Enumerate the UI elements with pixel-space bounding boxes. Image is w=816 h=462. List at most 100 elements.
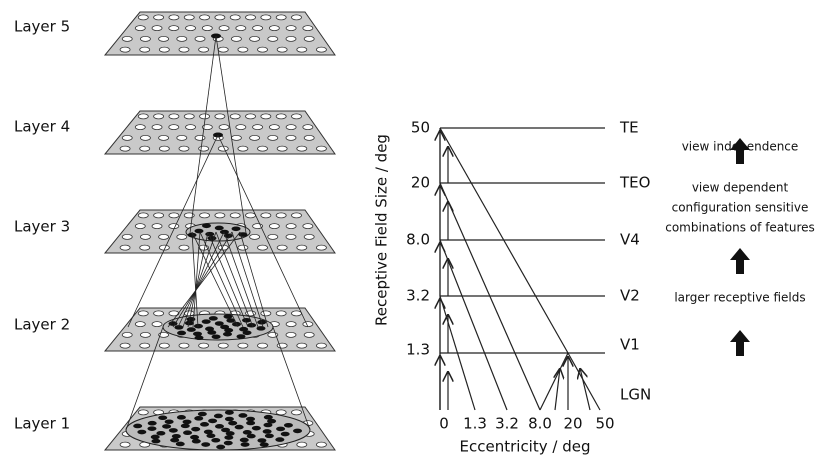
- active-unit: [225, 431, 235, 436]
- unit: [303, 35, 315, 42]
- unit: [291, 113, 302, 120]
- arrow: [580, 368, 591, 411]
- y-label: 3.2: [406, 287, 430, 305]
- connection: [191, 231, 239, 328]
- unit: [316, 244, 327, 251]
- unit: [231, 35, 242, 42]
- active-unit: [239, 326, 249, 332]
- connection: [217, 134, 309, 328]
- unit: [276, 46, 288, 53]
- annotation: view dependent: [692, 181, 789, 195]
- y-label: 50: [411, 119, 430, 137]
- active-unit: [280, 431, 290, 437]
- unit: [229, 113, 241, 120]
- active-unit: [208, 418, 218, 424]
- connection: [215, 35, 247, 234]
- active-unit: [236, 334, 246, 339]
- unit: [249, 35, 261, 42]
- unit: [151, 124, 163, 131]
- active-unit: [156, 430, 166, 436]
- unit: [139, 145, 151, 152]
- unit: [231, 134, 242, 141]
- connection: [177, 231, 225, 328]
- area-label: TEO: [619, 174, 650, 192]
- active-unit: [203, 429, 213, 435]
- unit: [218, 124, 230, 131]
- unit: [285, 124, 297, 131]
- unit: [158, 35, 170, 42]
- unit: [257, 145, 268, 152]
- unit: [178, 342, 190, 349]
- unit: [237, 342, 249, 349]
- unit: [245, 212, 256, 219]
- active-unit: [226, 318, 236, 323]
- active-unit: [193, 323, 203, 329]
- active-unit: [182, 419, 192, 425]
- unit: [168, 124, 180, 131]
- y-label: 20: [411, 174, 430, 192]
- unit: [134, 223, 146, 230]
- unit: [229, 14, 241, 21]
- active-unit: [208, 316, 218, 321]
- x-label: 1.3: [463, 415, 487, 433]
- active-unit: [251, 425, 261, 431]
- connection: [167, 231, 241, 328]
- unit: [214, 113, 226, 120]
- unit: [178, 145, 190, 152]
- active-unit: [238, 413, 248, 418]
- unit: [121, 331, 133, 338]
- active-unit: [168, 321, 178, 326]
- unit: [119, 244, 131, 251]
- area-label: V4: [620, 231, 640, 249]
- diagonal: [439, 127, 569, 354]
- unit: [302, 124, 314, 131]
- active-unit: [246, 416, 256, 422]
- unit: [185, 124, 196, 131]
- unit: [296, 145, 308, 152]
- unit: [249, 134, 261, 141]
- active-unit: [224, 410, 234, 415]
- unit: [260, 113, 272, 120]
- unit: [140, 331, 151, 338]
- active-unit: [256, 326, 266, 331]
- active-unit: [194, 228, 204, 234]
- unit: [139, 46, 151, 53]
- unit: [119, 441, 131, 448]
- active-unit: [192, 331, 202, 337]
- unit: [229, 212, 241, 219]
- unit: [214, 212, 226, 219]
- unit: [260, 310, 272, 317]
- connection: [187, 231, 209, 328]
- unit: [119, 342, 131, 349]
- unit: [134, 25, 146, 32]
- active-unit: [180, 423, 190, 429]
- up-arrow: [730, 248, 750, 274]
- active-unit: [221, 427, 231, 433]
- active-unit: [214, 225, 224, 231]
- active-unit: [164, 419, 174, 425]
- unit: [235, 124, 247, 131]
- tent: [539, 352, 569, 411]
- unit: [245, 113, 256, 120]
- unit: [158, 145, 170, 152]
- active-unit: [191, 426, 201, 432]
- connection: [182, 231, 217, 328]
- unit: [140, 134, 151, 141]
- unit: [296, 244, 308, 251]
- unit: [303, 331, 315, 338]
- active-unit: [246, 433, 256, 439]
- x-label: 0: [439, 415, 449, 433]
- unit: [153, 212, 165, 219]
- unit: [168, 25, 180, 32]
- unit: [198, 46, 210, 53]
- active-unit: [220, 324, 230, 330]
- area-label: V2: [620, 287, 640, 305]
- active-unit: [283, 423, 293, 428]
- unit: [199, 212, 210, 219]
- active-unit: [231, 226, 241, 232]
- unit: [257, 244, 268, 251]
- active-unit: [201, 319, 211, 324]
- unit: [296, 441, 308, 448]
- tent: [567, 352, 601, 411]
